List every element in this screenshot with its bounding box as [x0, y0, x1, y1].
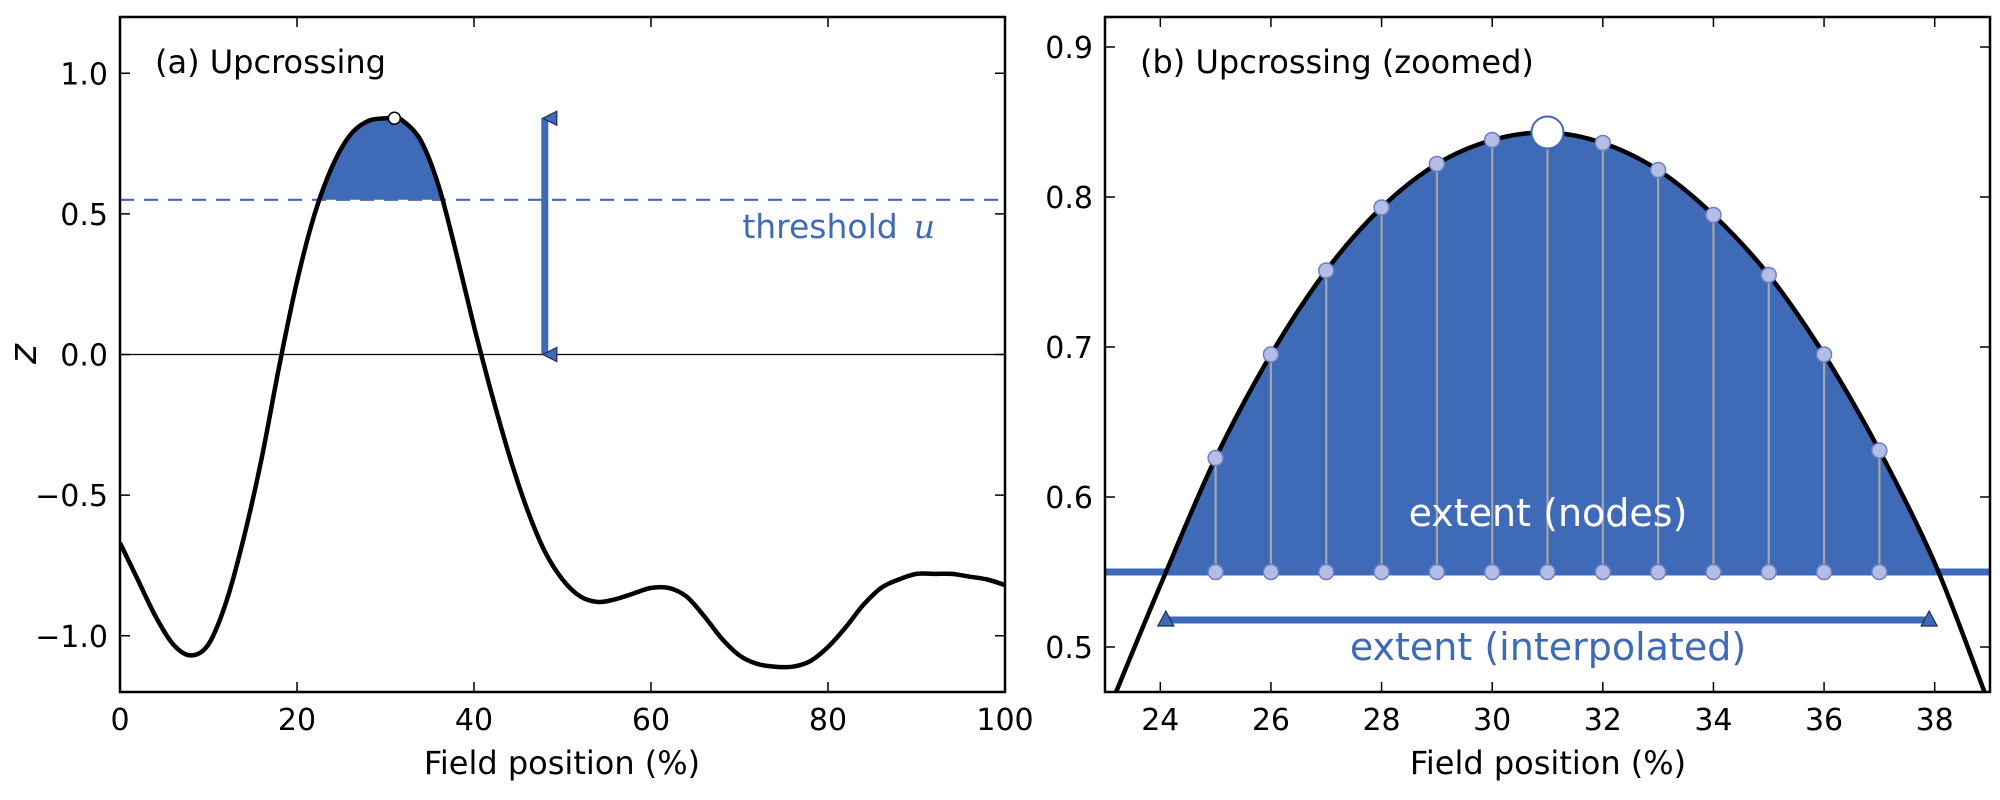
panel-a-curve [120, 115, 1005, 670]
interpolated-extent-marker-left [1156, 609, 1175, 627]
panel-a-peak-marker [387, 111, 402, 125]
node-point [1207, 449, 1224, 467]
node-base-point [1815, 563, 1833, 581]
panel-b-xtick-label: 28 [1362, 703, 1400, 738]
node-point [1483, 131, 1501, 149]
panel-b-xtick-label: 24 [1141, 703, 1179, 738]
interpolated-extent-marker-right [1920, 609, 1939, 627]
node-point [1318, 262, 1335, 279]
panel-a-xtick-label: 80 [809, 703, 847, 738]
panel-b-marks [1105, 115, 1990, 692]
node-base-point [1871, 563, 1888, 581]
panel-b-title: (b) Upcrossing (zoomed) [1140, 43, 1534, 81]
height-arrow-head-bottom [541, 346, 558, 363]
node-point [1373, 199, 1390, 216]
peak-base-point [1539, 563, 1556, 581]
panel-a-xtick-label: 100 [976, 703, 1033, 738]
panel-a-xtick-label: 40 [455, 703, 493, 738]
panel-b-ytick-label: 0.8 [1045, 181, 1093, 216]
panel-b-ticks: 24 26 28 30 32 34 36 38 0.5 0.6 0.7 0.8 0.9 [1045, 17, 1990, 738]
panel-b-xtick-label: 32 [1584, 703, 1622, 738]
panel-a-ticks: 0 20 40 60 80 100 −1.0 −0.5 0.0 0.5 1.0 [35, 17, 1034, 738]
node-base-point [1373, 563, 1390, 581]
node-point [1649, 161, 1667, 179]
node-base-point [1207, 563, 1224, 581]
node-base-point [1318, 563, 1335, 581]
panel-b-frame [1103, 15, 1992, 694]
height-arrow-head-top [541, 110, 558, 127]
panel-a-ytick-label: 1.0 [60, 57, 108, 92]
panel-a-ytick-label: −1.0 [35, 620, 108, 655]
node-point [1760, 266, 1777, 284]
panel-a-ylabel: z [1, 343, 45, 365]
panel-b-xlabel: Field position (%) [1410, 744, 1686, 782]
node-point [1705, 206, 1722, 224]
panel-b: 24 26 28 30 32 34 36 38 0.5 0.6 0.7 0.8 0.9 (b) Upcr… [1045, 15, 1992, 782]
panel-b-ytick-label: 0.7 [1045, 331, 1093, 366]
node-base-point [1594, 563, 1612, 581]
node-base-point [1483, 563, 1501, 581]
node-point [1594, 134, 1612, 152]
panel-b-xtick-label: 38 [1916, 703, 1954, 738]
panel-a-marks [120, 110, 1005, 670]
node-base-point [1262, 563, 1280, 581]
node-base-point [1760, 563, 1777, 581]
panel-a-xtick-label: 0 [110, 703, 129, 738]
node-base-point [1428, 563, 1446, 581]
node-base-point [1649, 563, 1667, 581]
panel-a-ytick-label: 0.0 [60, 339, 108, 374]
threshold-symbol: u [914, 207, 935, 246]
panel-a-ytick-label: 0.5 [60, 198, 108, 233]
panel-b-xtick-label: 26 [1252, 703, 1290, 738]
panel-b-exceedance-region [1166, 132, 1939, 572]
panel-b-exceedance-fill [1166, 132, 1939, 572]
panel-b-peak-marker [1530, 115, 1565, 150]
node-point [1262, 346, 1280, 363]
panel-a-xtick-label: 20 [278, 703, 316, 738]
panel-b-xtick-label: 34 [1694, 703, 1732, 738]
node-point [1871, 442, 1888, 459]
threshold-label-text: threshold [742, 207, 897, 246]
panel-b-xtick-label: 30 [1473, 703, 1511, 738]
extent-interpolated-label: extent (interpolated) [1350, 625, 1746, 669]
panel-b-ytick-label: 0.6 [1045, 481, 1093, 516]
panel-b-ytick-label: 0.9 [1045, 31, 1093, 66]
panel-a: 0 20 40 60 80 100 −1.0 −0.5 0.0 0.5 1.0 (a) Upcros… [1, 15, 1034, 782]
node-point [1428, 155, 1446, 173]
extent-nodes-label: extent (nodes) [1409, 491, 1688, 535]
panel-a-xtick-label: 60 [632, 703, 670, 738]
threshold-label: threshold u [742, 207, 935, 246]
panel-b-xtick-label: 36 [1805, 703, 1843, 738]
panel-a-title: (a) Upcrossing [155, 43, 386, 81]
panel-b-ytick-label: 0.5 [1045, 631, 1093, 666]
panel-a-xlabel: Field position (%) [424, 744, 700, 782]
node-point [1815, 346, 1833, 363]
node-base-point [1705, 563, 1722, 581]
panel-a-ytick-label: −0.5 [35, 479, 108, 514]
